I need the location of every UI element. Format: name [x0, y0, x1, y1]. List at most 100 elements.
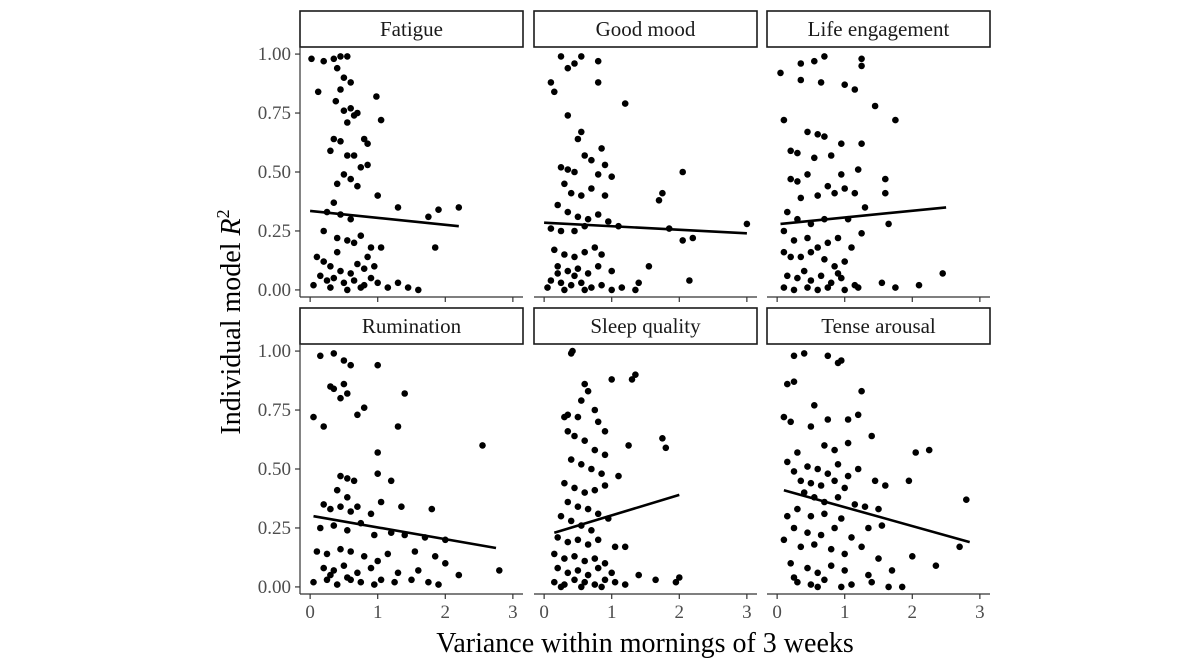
- point-life-engagement-28: [882, 175, 889, 183]
- point-sleep-quality-37: [557, 512, 565, 520]
- point-rumination-19: [344, 475, 351, 482]
- x-tick-label-rumination-2: 2: [441, 602, 451, 623]
- point-rumination-54: [340, 562, 348, 569]
- point-tense-arousal-49: [875, 505, 882, 513]
- point-sleep-quality-5: [581, 380, 588, 388]
- point-life-engagement-51: [787, 253, 794, 261]
- trend-line-life-engagement: [780, 206, 947, 226]
- point-good-mood-68: [561, 286, 568, 294]
- point-sleep-quality-15: [571, 432, 578, 440]
- point-good-mood-2: [571, 60, 578, 67]
- point-life-engagement-27: [854, 166, 862, 173]
- point-good-mood-13: [557, 164, 565, 171]
- point-tense-arousal-55: [865, 524, 872, 532]
- point-rumination-67: [371, 581, 378, 588]
- point-sleep-quality-59: [608, 569, 615, 577]
- point-rumination-12: [320, 423, 328, 430]
- point-sleep-quality-26: [615, 472, 622, 480]
- point-tense-arousal-70: [827, 562, 835, 569]
- point-rumination-6: [330, 385, 338, 393]
- point-tense-arousal-44: [784, 512, 791, 520]
- point-sleep-quality-63: [581, 578, 588, 586]
- point-sleep-quality-33: [574, 503, 582, 511]
- point-sleep-quality-55: [564, 569, 572, 577]
- point-sleep-quality-2: [608, 376, 615, 383]
- panels-layer: Fatigue 0.00 0.25 0.50 0.75 1.00 Good mood Life…: [258, 10, 991, 623]
- point-rumination-10: [401, 390, 409, 397]
- point-sleep-quality-20: [591, 446, 599, 454]
- point-life-engagement-24: [804, 171, 811, 178]
- point-fatigue-3: [330, 55, 338, 63]
- point-rumination-48: [374, 557, 382, 565]
- point-tense-arousal-12: [824, 416, 832, 423]
- point-good-mood-55: [608, 267, 615, 275]
- y-tick-label-fatigue-3: 0.75: [258, 103, 291, 124]
- y-tick-label-rumination-1: 0.25: [258, 518, 291, 539]
- point-good-mood-47: [581, 248, 588, 256]
- point-tense-arousal-82: [898, 583, 906, 591]
- trend-line-sleep-quality: [553, 493, 680, 534]
- point-tense-arousal-54: [848, 534, 855, 541]
- point-tense-arousal-77: [821, 576, 828, 584]
- panel-good-mood: Good mood: [533, 10, 758, 302]
- point-rumination-72: [435, 581, 442, 588]
- point-rumination-29: [354, 503, 361, 511]
- point-life-engagement-12: [780, 116, 788, 124]
- point-rumination-9: [337, 394, 344, 402]
- strip-title-life-engagement: Life engagement: [808, 17, 950, 41]
- point-good-mood-57: [547, 277, 555, 284]
- point-fatigue-26: [364, 161, 371, 169]
- point-rumination-43: [313, 548, 321, 555]
- point-good-mood-25: [588, 185, 595, 192]
- panel-tense-arousal: Tense arousal 0 1 2 3: [766, 307, 991, 623]
- point-life-engagement-18: [787, 147, 794, 155]
- point-fatigue-46: [377, 244, 385, 251]
- point-fatigue-40: [320, 227, 328, 235]
- x-tick-label-tense-arousal-2: 2: [908, 602, 918, 623]
- point-rumination-36: [344, 527, 351, 534]
- point-fatigue-62: [374, 279, 382, 287]
- point-rumination-50: [411, 548, 419, 555]
- point-tense-arousal-6: [790, 378, 798, 386]
- point-rumination-18: [337, 472, 344, 480]
- y-tick-label-fatigue-1: 0.25: [258, 221, 291, 242]
- point-fatigue-8: [347, 79, 355, 86]
- point-tense-arousal-21: [790, 468, 798, 475]
- point-rumination-70: [408, 576, 415, 584]
- x-axis-title: Variance within mornings of 3 weeks: [436, 628, 854, 659]
- y-axis-title-main: Individual model: [216, 236, 247, 435]
- point-life-engagement-15: [821, 133, 828, 140]
- point-fatigue-50: [327, 263, 334, 270]
- point-rumination-26: [327, 505, 334, 513]
- point-sleep-quality-66: [611, 578, 619, 586]
- point-good-mood-63: [608, 286, 615, 294]
- point-fatigue-67: [357, 284, 365, 291]
- point-good-mood-14: [564, 166, 572, 173]
- point-good-mood-69: [581, 286, 588, 294]
- point-tense-arousal-1: [800, 350, 808, 357]
- point-sleep-quality-13: [601, 428, 609, 435]
- point-sleep-quality-19: [662, 444, 670, 452]
- point-good-mood-59: [567, 281, 575, 289]
- point-sleep-quality-64: [591, 581, 599, 588]
- point-tense-arousal-52: [817, 531, 825, 539]
- point-life-engagement-25: [824, 182, 832, 190]
- point-tense-arousal-45: [794, 505, 801, 513]
- point-good-mood-70: [635, 279, 642, 287]
- point-life-engagement-1: [797, 60, 805, 67]
- point-fatigue-64: [310, 281, 317, 289]
- point-rumination-64: [333, 581, 341, 588]
- point-life-engagement-2: [811, 57, 818, 65]
- point-fatigue-39: [425, 213, 432, 221]
- point-fatigue-14: [354, 109, 361, 117]
- point-tense-arousal-51: [804, 529, 811, 536]
- point-tense-arousal-30: [797, 477, 805, 485]
- point-tense-arousal-27: [854, 465, 862, 473]
- point-good-mood-9: [564, 112, 572, 119]
- point-fatigue-27: [340, 171, 348, 178]
- point-fatigue-37: [435, 206, 442, 213]
- point-fatigue-15: [344, 119, 351, 126]
- panel-rumination: Rumination 0 1 2 3 0.00 0.25 0.50 0.75 1.00: [258, 307, 524, 623]
- point-good-mood-53: [584, 270, 592, 277]
- point-rumination-32: [398, 503, 405, 511]
